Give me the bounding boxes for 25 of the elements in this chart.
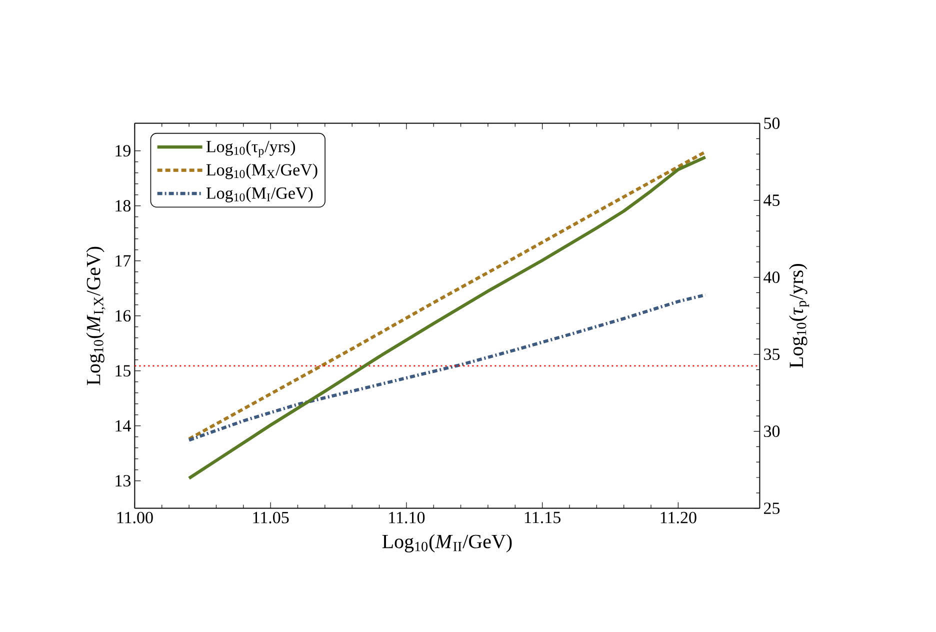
y2-tick-label: 45 [764,194,780,206]
y2-tick-label: 40 [764,272,780,284]
y-tick-label: 13 [116,475,131,487]
line-series [187,293,707,442]
y-tick-label: 15 [116,365,131,376]
x-tick-label: 11.10 [389,512,425,524]
y-tick-label: 17 [116,255,131,266]
y-tick-label: 14 [116,420,131,432]
x-tick-label: 11.05 [253,512,289,524]
x-tick-label: 11.20 [660,512,696,524]
y-tick-label: 19 [116,145,130,157]
x-tick-label: 11.15 [525,512,560,524]
legend-label: Log$_{10}$(τ$_{p}$/yrs) [206,140,296,158]
legend-label: Log$_{10}$(M$_{X}$/GeV) [206,164,318,180]
y2-tick-label: 50 [764,118,780,130]
y-tick-label: 18 [116,200,131,212]
y2-tick-label: 30 [764,426,780,438]
y2-tick-label: 35 [764,348,780,360]
y-axis-title: Log$_{10}$(M$_{I,X}$/GeV) [86,246,106,386]
y2-tick-label: 25 [764,502,780,514]
x-tick-label: 11.00 [117,512,153,524]
x-axis-title: Log$_{10}$(M$_{II}$/GeV) [382,534,512,552]
y2-axis-title: Log$_{10}$(τ$_{p}$/yrs) [789,264,810,368]
legend-label: Log$_{10}$(M$_{I}$/GeV) [206,186,313,202]
y-tick-label: 16 [116,310,131,322]
